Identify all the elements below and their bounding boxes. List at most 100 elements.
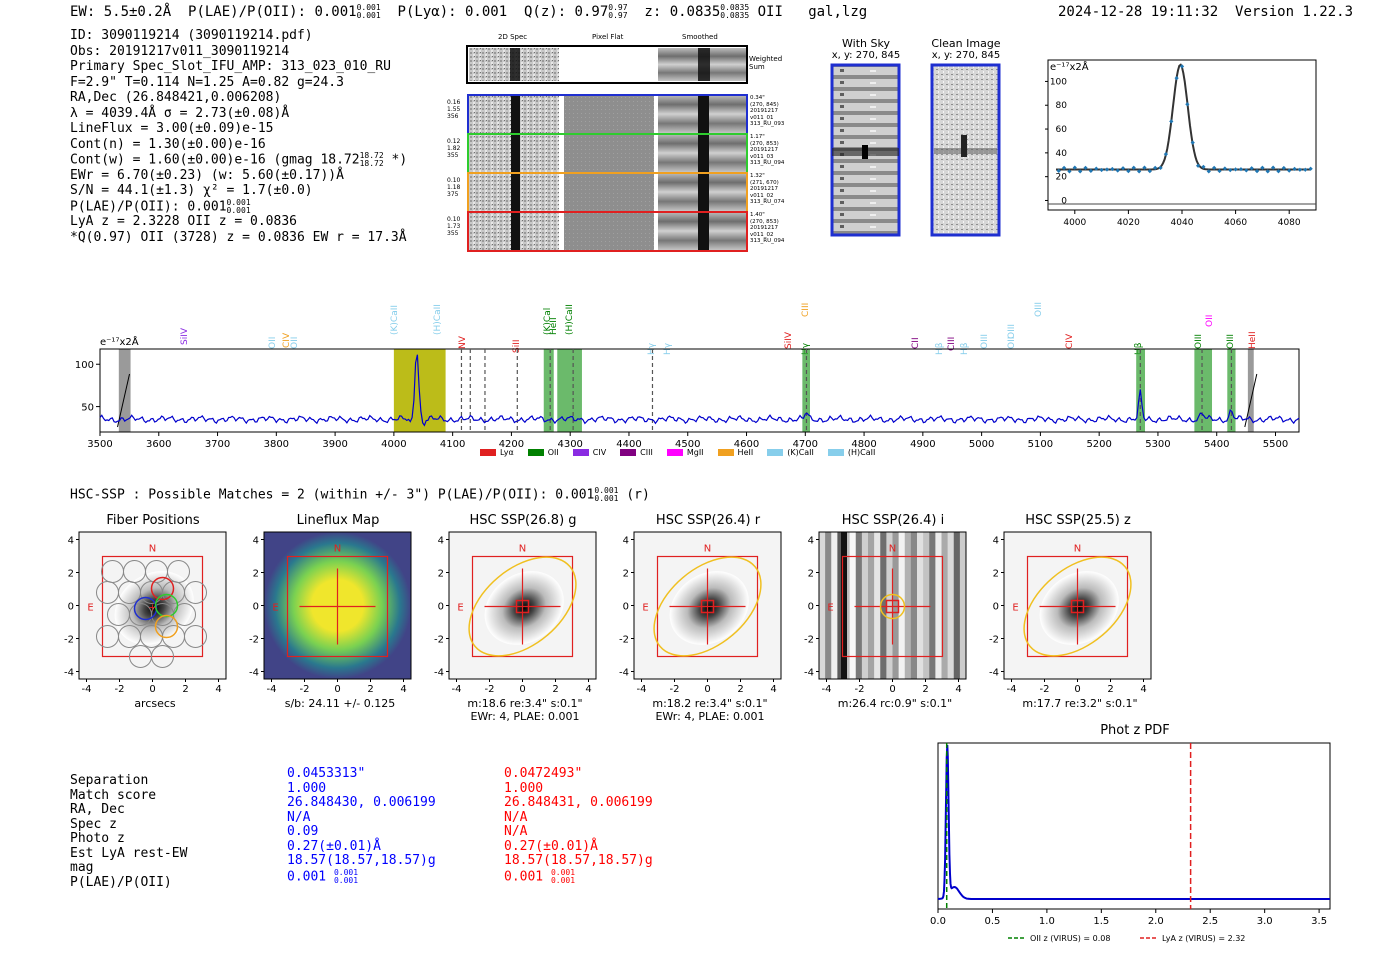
- hsc-panel-0: + N E -4 -4 -2 -2 0 0 2 2 4 4: [64, 531, 227, 695]
- hsc-xtick: 0: [149, 684, 155, 695]
- spectrum-xtick-4900: 4900: [910, 439, 935, 450]
- line-label-27: OII: [1204, 314, 1215, 327]
- hsc-xtick: 4: [400, 684, 406, 695]
- legend-item-1: OII: [527, 448, 559, 457]
- i-band-stripe: [959, 532, 967, 679]
- spectrum-band: [1194, 349, 1213, 432]
- svg-text:+: +: [148, 603, 156, 614]
- hsc-xtick: 4: [585, 684, 591, 695]
- row4-meta: 1.40" (270, 853) 20191217 v011_02 313_RU_094: [750, 212, 785, 244]
- hsc-panel-1: N E -4 -4 -2 -2 0 0 2 2 4 4: [249, 531, 412, 695]
- hsc-xtick: 4: [955, 684, 961, 695]
- hsc-panel-title-2: HSC SSP(26.8) g: [469, 513, 577, 528]
- ellipse-fit: [879, 593, 906, 620]
- weighted-sum-label: Weighted Sum: [749, 55, 783, 71]
- source-marker: [885, 599, 900, 614]
- hsc-ytick: 4: [808, 536, 814, 547]
- photz-xtick-0.0: 0.0: [930, 916, 946, 927]
- info-plae: P(LAE)/P(OII): 0.001 0.001 0.001: [70, 197, 251, 215]
- photz-xtick-0.5: 0.5: [984, 916, 1000, 927]
- detection-info: ID: 3090119214 (3090119214.pdf) Obs: 201…: [70, 28, 407, 245]
- info-primary: Primary Spec_Slot_IFU_AMP: 313_023_010_R…: [70, 59, 391, 74]
- hsc-ytick: 2: [993, 569, 999, 580]
- hsc-ytick: 2: [253, 569, 259, 580]
- north-label: N: [519, 544, 526, 555]
- spectrum-hatch: [117, 373, 130, 428]
- hsc-ytick: -4: [64, 668, 74, 679]
- hsc-ytick: -4: [804, 668, 814, 679]
- line-label-10: (H)CaII: [565, 304, 576, 335]
- aperture-box: [101, 555, 204, 658]
- i-band-stripe: [855, 532, 863, 679]
- hsc-xtick: -2: [300, 684, 310, 695]
- i-band-stripe: [868, 532, 875, 679]
- photz-title: Phot z PDF: [1100, 723, 1170, 738]
- info-lambda: λ = 4039.4Å σ = 2.73(±0.08)Å: [70, 105, 290, 121]
- photz-legend: OII z (VIRUS) = 0.08 LyA z (VIRUS) = 2.3…: [1008, 934, 1245, 943]
- legend-item-7: (H)CaII: [827, 448, 875, 457]
- i-band-stripe: [898, 532, 906, 679]
- line-label-23: OIII: [1034, 301, 1045, 317]
- weighted-sum-row: [466, 45, 748, 84]
- photz-xtick-1.0: 1.0: [1039, 916, 1055, 927]
- header-flags: gal,lzg: [808, 4, 868, 20]
- hsc-caption2-3: EWr: 4, PLAE: 0.001: [655, 710, 765, 723]
- hsc-ytick: 0: [438, 602, 444, 613]
- row2-stats: 0.12 1.82 355: [447, 138, 461, 159]
- photz-xtick-2.5: 2.5: [1202, 916, 1218, 927]
- photz-frame: [937, 742, 1331, 910]
- fit-data-point: [1158, 165, 1163, 170]
- hsc-xtick: -2: [115, 684, 125, 695]
- hsc-xtick: 2: [552, 684, 558, 695]
- i-band-stripe: [904, 532, 912, 679]
- hsc-ytick: 0: [623, 602, 629, 613]
- spectrum-band: [1247, 349, 1254, 432]
- hsc-ytick: 4: [68, 536, 74, 547]
- spectrum-xtick-3700: 3700: [205, 439, 230, 450]
- east-label: E: [272, 603, 278, 614]
- hsc-xtick: 0: [519, 684, 525, 695]
- hsc-xtick: 2: [182, 684, 188, 695]
- photz-legend-lya: LyA z (VIRUS) = 2.32: [1162, 934, 1245, 943]
- spectrum-ytick-50: 50: [81, 403, 94, 414]
- spectrum-hatch: [1244, 373, 1258, 428]
- spectrum-xtick-4100: 4100: [440, 439, 465, 450]
- header-z-frac: 0.0835 0.0835: [720, 3, 750, 20]
- info-id: ID: 3090119214 (3090119214.pdf): [70, 28, 313, 43]
- source-marker: [700, 599, 715, 614]
- i-band-stripe: [837, 532, 844, 679]
- hsc-ytick: -4: [989, 668, 999, 679]
- photz-curve: [937, 744, 1330, 900]
- spectrum-xtick-3500: 3500: [87, 439, 112, 450]
- fit-data-point: [1249, 166, 1254, 171]
- i-band-stripe: [849, 532, 857, 679]
- info-ewr: EWr = 6.70(±0.23) (w: 5.60(±0.17))Å: [70, 167, 344, 183]
- hsc-xtick: -2: [670, 684, 680, 695]
- col-title-smoothed: Smoothed: [682, 33, 718, 41]
- line-label-5: (H)CaII: [432, 304, 443, 335]
- hsc-ytick: 2: [68, 569, 74, 580]
- hsc-xtick: 0: [704, 684, 710, 695]
- info-params: F=2.9" T=0.114 N=1.25 A=0.82 g=24.3: [70, 74, 344, 90]
- i-band-stripe: [880, 532, 887, 679]
- match-table-col2: 0.0472493" 1.000 26.848431, 0.006199 N/A N/…: [504, 766, 653, 885]
- fit-ytick-60: 60: [1056, 125, 1068, 135]
- spectrum-xtick-4500: 4500: [675, 439, 700, 450]
- north-label: N: [1074, 544, 1081, 555]
- i-band-stripe: [941, 532, 949, 679]
- hsc-xtick: 2: [922, 684, 928, 695]
- east-label: E: [827, 603, 833, 614]
- i-band-stripe: [953, 532, 961, 679]
- hsc-ytick: 0: [253, 602, 259, 613]
- fiber-circle: [184, 625, 207, 648]
- cutout-grid: [466, 45, 748, 252]
- aperture-box: [841, 555, 944, 658]
- fit-data-point: [1201, 164, 1206, 170]
- spectrum-band: [557, 349, 582, 432]
- fit-ytick-0: 0: [1061, 196, 1067, 206]
- source-marker: [1070, 599, 1085, 614]
- hsc-ytick: 4: [438, 536, 444, 547]
- match-table-labels: Separation Match score RA, Dec Spec z Photo…: [70, 773, 188, 890]
- hsc-xtick: 2: [737, 684, 743, 695]
